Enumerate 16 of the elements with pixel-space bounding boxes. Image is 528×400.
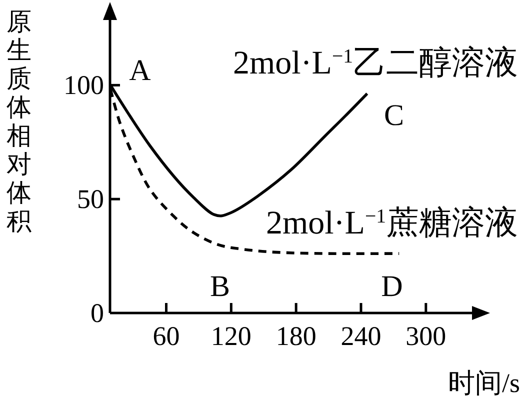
ytick: 100 [64,70,104,100]
ytick: 50 [77,184,104,214]
annotation: B [210,270,230,303]
ylabel: 原生质体相对体积 [6,9,32,236]
series-label: 2mol·L$^{−1}$乙二醇溶液 [232,46,518,82]
annotation: D [381,270,403,303]
xtick: 60 [152,321,180,351]
xtick: 180 [276,321,316,351]
xtick: 120 [210,321,252,351]
xtick: 300 [406,321,446,351]
series-label: 2mol·L$^{−1}$蔗糖溶液 [266,206,518,242]
xlabel: 时间/s [448,368,520,398]
annotation: C [384,99,404,132]
ytick: 0 [90,298,104,328]
xtick: 240 [340,321,382,351]
annotation: A [129,54,151,87]
